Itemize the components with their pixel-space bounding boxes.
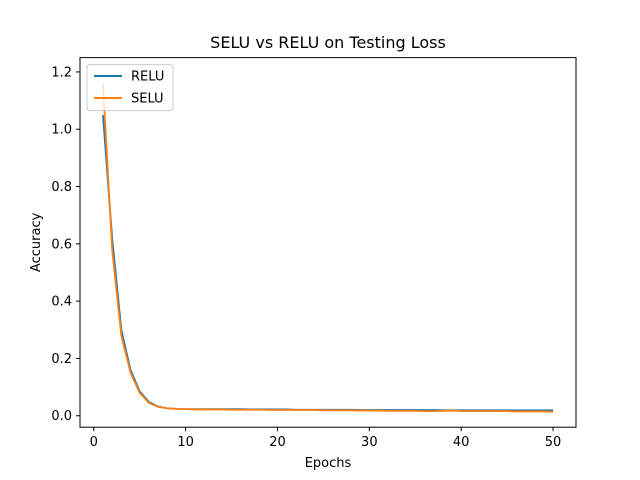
series-layer [102, 83, 554, 413]
x-ticks: 0 10 20 30 40 50 [90, 427, 562, 450]
x-tick-label: 20 [269, 435, 286, 450]
legend: RELU SELU [86, 64, 174, 112]
x-tick-label: 30 [361, 435, 378, 450]
y-tick-label: 0.2 [51, 352, 72, 367]
series-line-selu [102, 83, 554, 413]
y-tick-label: 1.2 [51, 65, 72, 80]
y-ticks: 0.0 0.2 0.4 0.6 0.8 1.0 1.2 [51, 65, 80, 424]
y-axis-label: Accuracy [29, 212, 44, 272]
plot-area [80, 57, 576, 428]
legend-selu-label: SELU [131, 92, 164, 107]
x-tick-label: 10 [177, 435, 194, 450]
chart-title: SELU vs RELU on Testing Loss [210, 33, 446, 52]
y-tick-label: 0.4 [51, 295, 72, 310]
y-tick-label: 1.0 [51, 123, 72, 138]
y-tick-label: 0.0 [51, 409, 72, 424]
legend-relu-label: RELU [131, 70, 164, 85]
x-axis-label: Epochs [305, 456, 352, 471]
y-tick-label: 0.6 [51, 237, 72, 252]
x-tick-label: 0 [90, 435, 98, 450]
y-tick-label: 0.8 [51, 180, 72, 195]
x-tick-label: 50 [545, 435, 562, 450]
x-tick-label: 40 [453, 435, 470, 450]
plot-frame [79, 57, 577, 428]
